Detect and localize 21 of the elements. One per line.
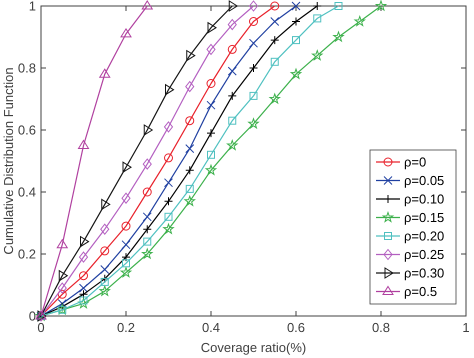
y-tick-label: 1 xyxy=(28,0,36,14)
legend-label: ρ=0.25 xyxy=(404,247,444,262)
x-tick-label: 0.6 xyxy=(286,320,306,335)
y-tick-label: 0.2 xyxy=(18,246,36,262)
legend-label: ρ=0.20 xyxy=(404,228,444,244)
y-tick-label: 0.4 xyxy=(18,184,36,200)
legend-label: ρ=0.30 xyxy=(404,266,444,281)
x-tick-label: 0.4 xyxy=(202,320,220,335)
y-axis-title: Cumulative Distribution Function xyxy=(1,67,16,255)
legend-label: ρ=0.15 xyxy=(404,210,444,226)
legend-label: ρ=0.10 xyxy=(404,192,444,207)
legend-label: ρ=0 xyxy=(404,154,426,170)
y-tick-label: 0.6 xyxy=(18,122,36,138)
legend-label: ρ=0.05 xyxy=(404,173,444,188)
x-tick-label: 1 xyxy=(462,320,470,335)
x-axis-title: Coverage ratio(%) xyxy=(200,340,306,355)
y-tick-label: 0.8 xyxy=(18,60,36,76)
y-tick-label: 0 xyxy=(28,308,36,324)
legend-label: ρ=0.5 xyxy=(404,284,438,300)
x-tick-label: 0.8 xyxy=(372,320,390,335)
x-tick-label: 0.2 xyxy=(116,320,136,335)
